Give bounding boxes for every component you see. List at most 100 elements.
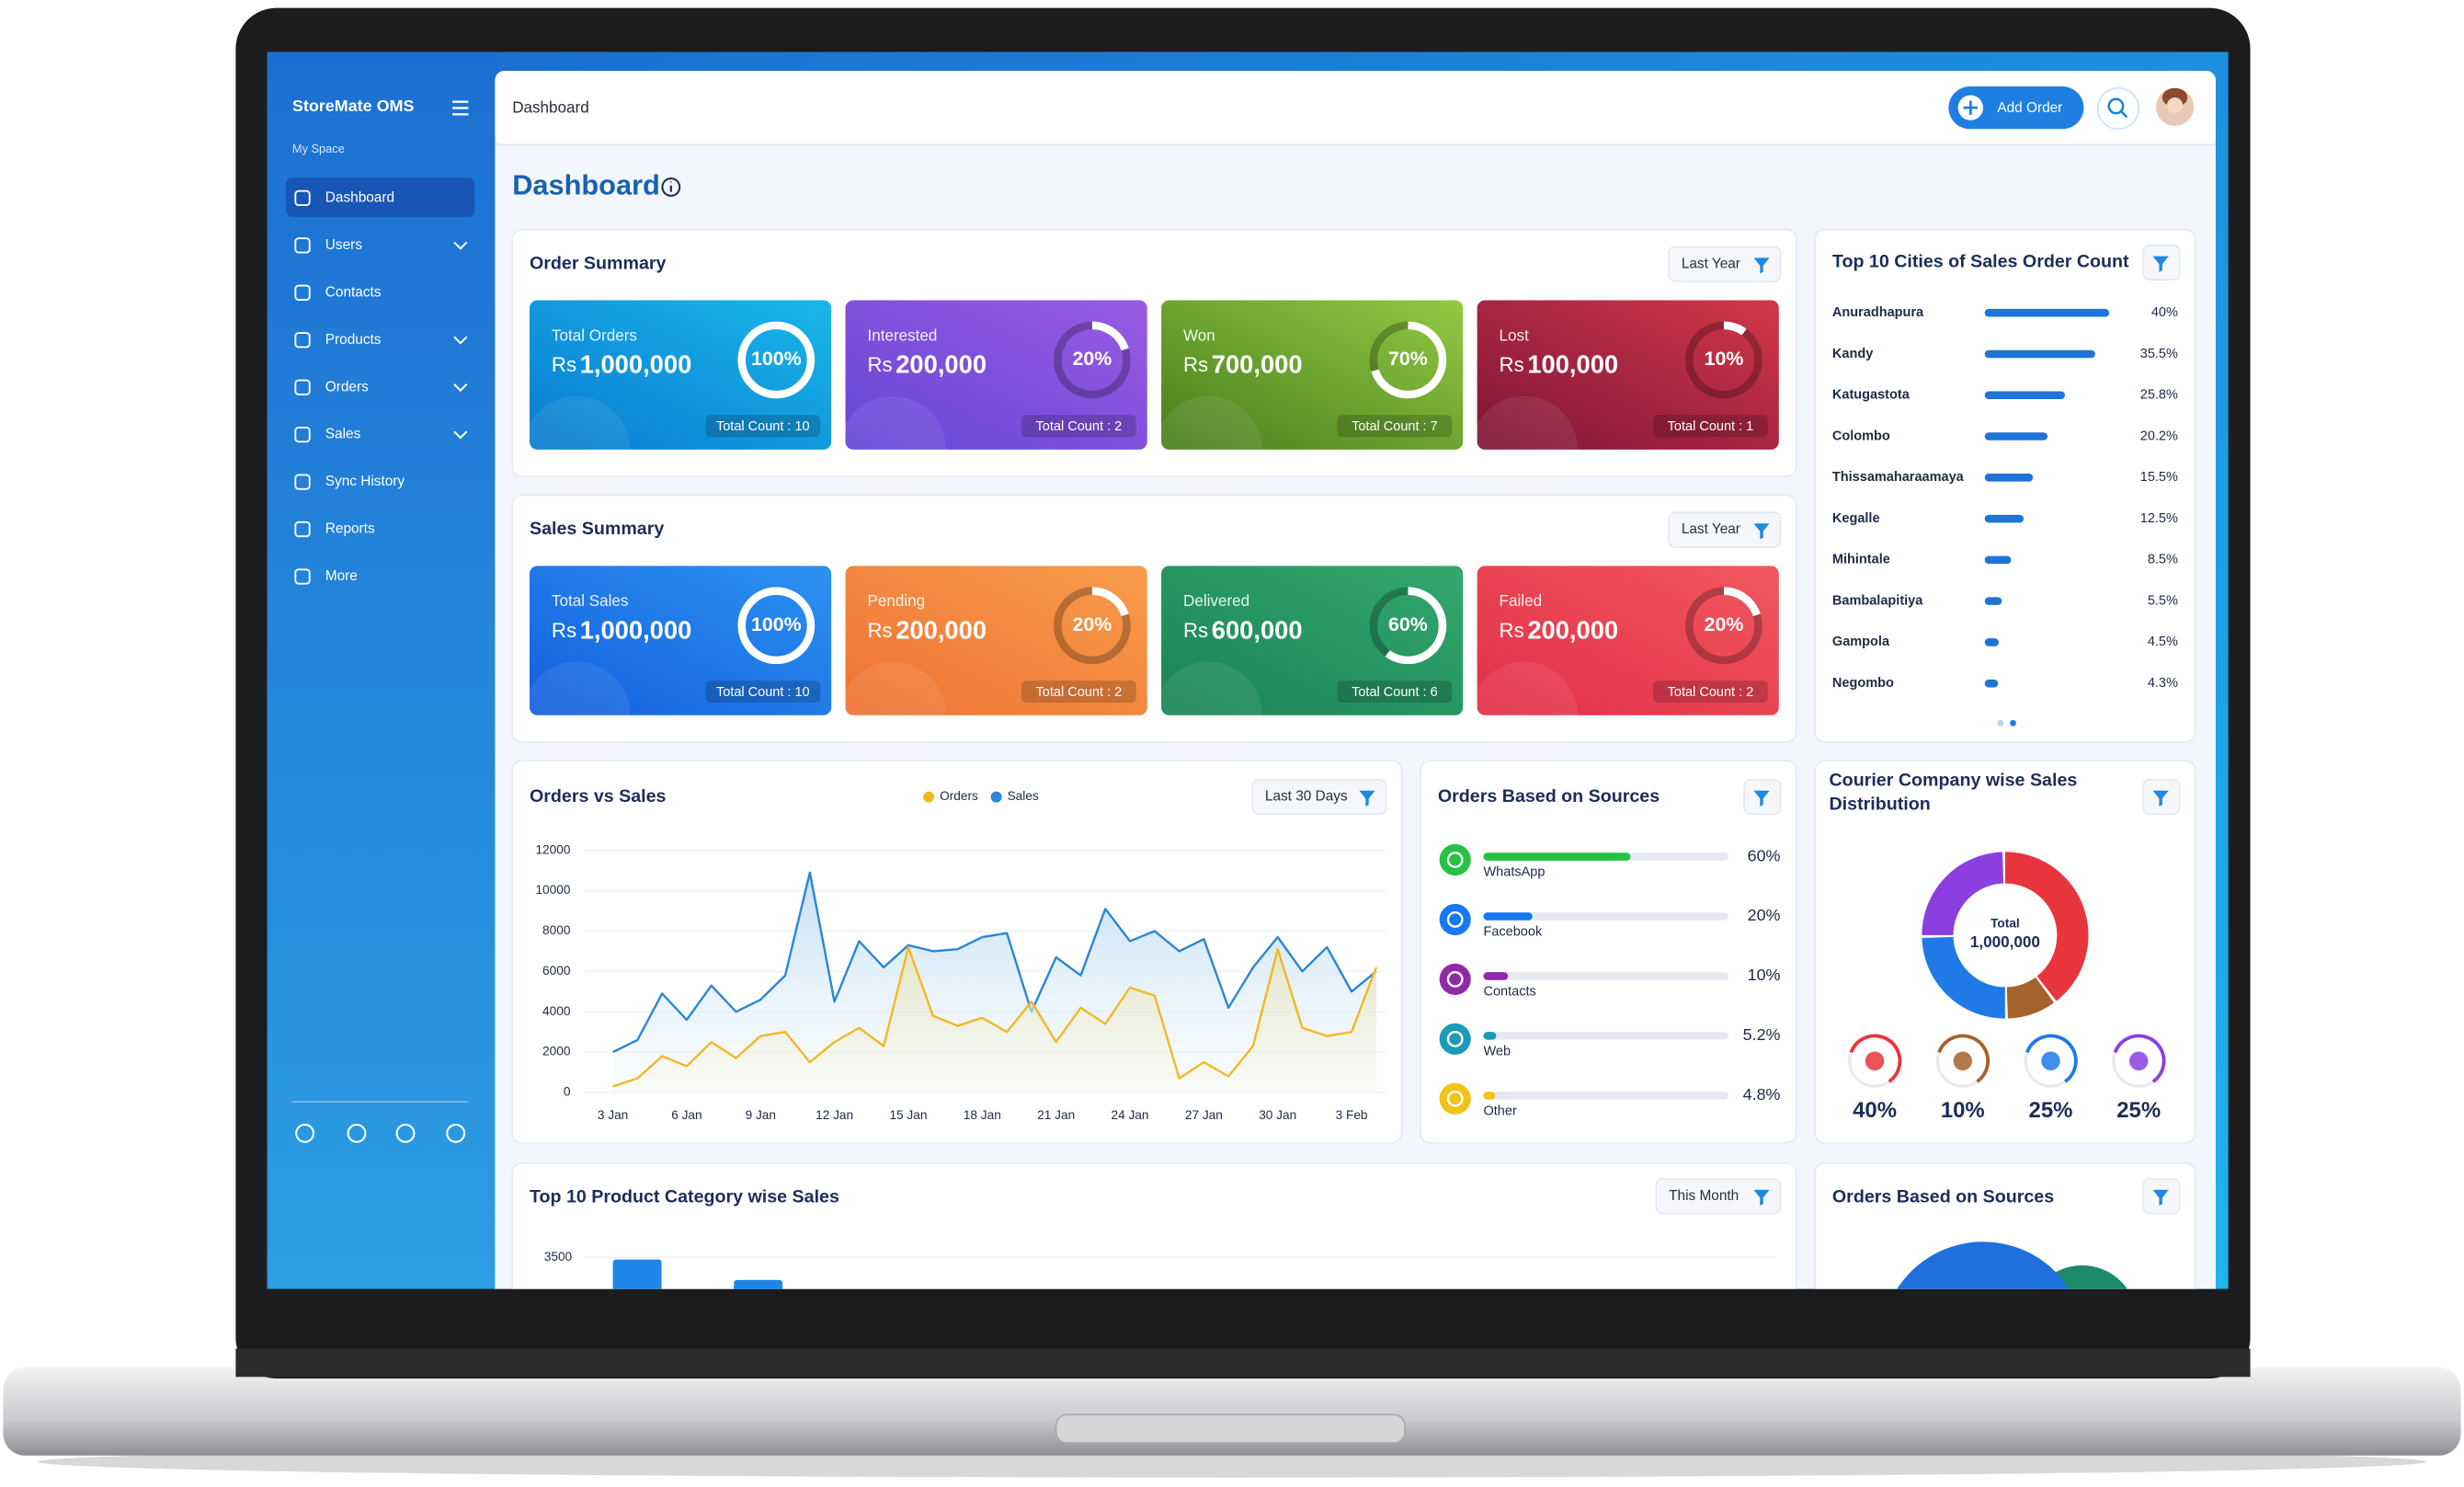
filter-button[interactable] <box>1668 511 1782 548</box>
x-tick-label: 30 Jan <box>1259 1108 1296 1122</box>
menu-icon <box>294 332 311 349</box>
card-title: Courier Company wise Sales Distribution <box>1829 772 2078 815</box>
courier-logo-ring <box>2024 1034 2078 1088</box>
sidebar-footer-icon[interactable] <box>295 1123 315 1143</box>
x-tick-label: 24 Jan <box>1112 1108 1149 1122</box>
tile-label: Interested <box>867 326 937 344</box>
filter-label: Last Year <box>1682 256 1740 271</box>
source-icon-glyph <box>1446 970 1464 988</box>
tile-label: Total Sales <box>552 592 629 610</box>
summary-tile[interactable] <box>529 566 832 715</box>
y-tick-label: 8000 <box>542 923 571 937</box>
menu-item[interactable]: Reports <box>325 521 375 537</box>
menu-item[interactable]: Contacts <box>325 284 382 300</box>
source-name: Contacts <box>1483 984 1535 999</box>
filter-button[interactable] <box>1668 246 1782 282</box>
x-tick-label: 3 Feb <box>1336 1108 1368 1122</box>
city-name: Kandy <box>1832 347 1873 361</box>
card-title: Order Summary <box>530 253 667 273</box>
source-name: Web <box>1483 1044 1511 1058</box>
card <box>1814 1162 2196 1289</box>
city-bar <box>1984 474 2034 482</box>
source-track <box>1483 912 1729 921</box>
series-area <box>612 872 1376 1092</box>
tile-label: Failed <box>1500 592 1543 610</box>
series-line <box>612 871 1377 1054</box>
city-bar <box>1984 349 2095 359</box>
summary-tile[interactable] <box>1161 300 1464 450</box>
source-icon-glyph <box>1446 852 1464 868</box>
menu-item[interactable]: Orders <box>325 379 369 395</box>
legend-label: Orders <box>940 789 978 803</box>
ring-label: 100% <box>751 348 802 370</box>
menu-item[interactable]: More <box>325 568 358 584</box>
sidebar-footer-icon[interactable] <box>347 1123 367 1143</box>
top-bar <box>495 70 2216 145</box>
summary-tile[interactable] <box>845 566 1147 715</box>
chevron <box>453 383 468 393</box>
donut-segment <box>1922 852 2089 1019</box>
city-percent: 4.3% <box>2148 676 2178 691</box>
courier-percent: 10% <box>1941 1098 1985 1123</box>
summary-tile[interactable] <box>1161 566 1464 715</box>
ring-label: 100% <box>751 613 802 635</box>
tile-count: Total Count : 1 <box>1668 419 1754 434</box>
tile-currency: Rs <box>1500 619 1524 642</box>
tile-amount: 700,000 <box>1212 350 1303 379</box>
summary-tile[interactable] <box>529 300 832 450</box>
tile-label: Total Orders <box>552 326 637 344</box>
filter-icon <box>1753 1189 1770 1206</box>
summary-tile[interactable] <box>1477 566 1779 715</box>
sidebar-footer-icon[interactable] <box>446 1123 466 1143</box>
menu-toggle <box>452 107 469 109</box>
y-tick-label: 10000 <box>535 883 570 897</box>
menu-toggle <box>452 100 469 103</box>
summary-tile[interactable] <box>1477 300 1779 450</box>
menu-item[interactable]: Sync History <box>325 474 405 489</box>
source-icon <box>1439 1023 1471 1055</box>
menu-item[interactable]: Sales <box>325 427 361 442</box>
section-label: My Space <box>292 142 345 155</box>
menu-item[interactable]: Dashboard <box>325 189 394 205</box>
menu-item[interactable]: Users <box>325 237 362 253</box>
add-order-button[interactable] <box>1948 86 2084 130</box>
summary-tile[interactable] <box>845 300 1147 450</box>
tile-count: Total Count : 10 <box>716 685 810 700</box>
filter-button[interactable] <box>1655 1178 1782 1215</box>
x-tick-label: 12 Jan <box>816 1108 853 1122</box>
city-percent: 5.5% <box>2148 593 2178 608</box>
breadcrumb: Dashboard <box>512 99 589 117</box>
tile-amount: 1,000,000 <box>580 350 692 379</box>
city-name: Anuradhapura <box>1832 305 1924 320</box>
tile-count: Total Count : 6 <box>1352 685 1438 700</box>
city-name: Katugastota <box>1832 388 1911 403</box>
sidebar-footer-icon[interactable] <box>395 1123 416 1143</box>
x-tick-label: 6 Jan <box>671 1108 702 1122</box>
card <box>1814 760 2196 1144</box>
source-bar <box>1483 972 1509 980</box>
filter-button[interactable] <box>1251 778 1387 816</box>
y-tick-label: 0 <box>564 1085 571 1099</box>
search-button[interactable] <box>2096 86 2140 131</box>
tile-amount: 600,000 <box>1212 615 1303 644</box>
tile-decoration <box>838 661 946 769</box>
courier-percent: 25% <box>2116 1098 2161 1123</box>
tile-count: Total Count : 2 <box>1036 685 1123 700</box>
ring-progress <box>1685 587 1762 665</box>
sidebar <box>267 51 496 1289</box>
tile-decoration <box>1470 395 1579 503</box>
filter-icon <box>1753 790 1770 806</box>
courier-logo-mark <box>2128 1051 2149 1071</box>
ring-progress <box>1054 321 1131 399</box>
series-line <box>612 945 1377 1088</box>
add-order-label: Add Order <box>1997 100 2062 116</box>
tile-decoration <box>523 661 631 769</box>
card-title-box: Courier Company wise Sales Distribution <box>1829 772 2078 815</box>
source-icon <box>1439 843 1471 876</box>
tile-decoration <box>523 395 631 503</box>
count-chip <box>1653 415 1768 438</box>
city-percent: 8.5% <box>2148 553 2178 567</box>
x-tick-label: 9 Jan <box>746 1108 776 1122</box>
city-name: Thissamaharaamaya <box>1832 470 1965 485</box>
menu-item[interactable]: Products <box>325 332 382 348</box>
